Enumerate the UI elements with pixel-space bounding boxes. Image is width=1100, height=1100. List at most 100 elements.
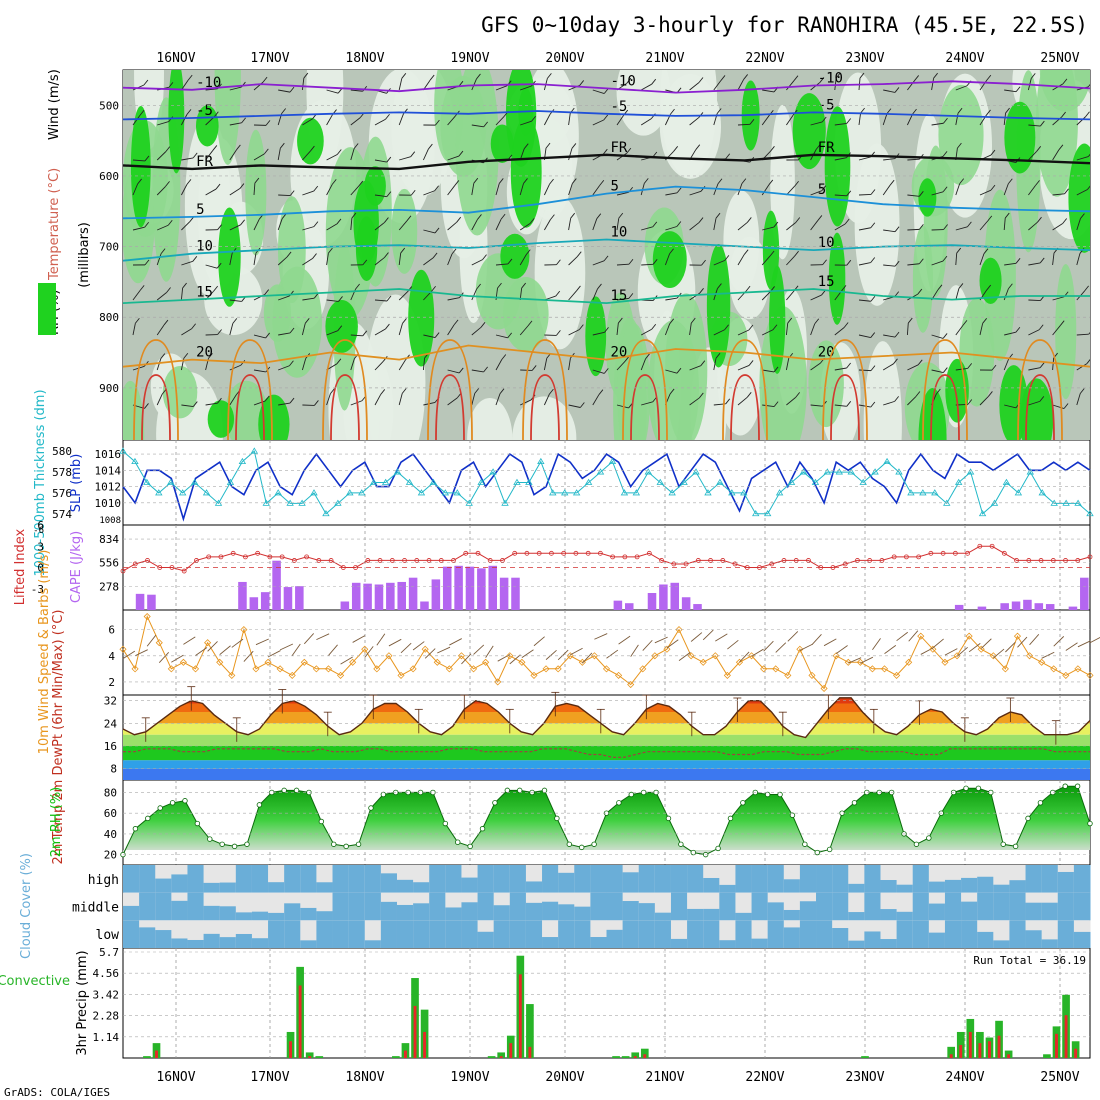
precip-total-bar [487, 1056, 496, 1058]
rh-saturated-blob [706, 243, 731, 368]
wind-barb-flag [773, 401, 779, 407]
cloud-cell [1009, 880, 1027, 893]
wind-speed-point [1001, 665, 1009, 673]
wind-barb [495, 359, 503, 371]
wind-barb-flag [669, 388, 675, 395]
wind-barb-flag [144, 403, 149, 409]
wind-barb-flag [406, 215, 412, 222]
rh-saturated-blob [769, 265, 786, 374]
lifted-index-point [634, 554, 640, 560]
lifted-index-point [194, 558, 199, 563]
wind-barb-flag [476, 283, 481, 290]
cloud-cell [187, 892, 205, 921]
wind-barb-10m [727, 639, 739, 650]
wind-barb [229, 122, 242, 126]
wind-barb [907, 158, 920, 161]
cloud-cell [332, 865, 350, 893]
wind-barb [641, 401, 653, 406]
wind-barb-flag [746, 217, 752, 223]
thickness-point [954, 478, 963, 485]
lifted-index-point [377, 558, 383, 563]
lifted-index-point [243, 554, 248, 560]
wind-barb [955, 226, 968, 231]
cloud-cell [703, 920, 720, 948]
wind-speed-point [602, 665, 611, 673]
cloud-cell [944, 879, 962, 893]
wind-barb [979, 323, 984, 336]
wind-barb-flag [919, 224, 924, 230]
cloud-cell [1009, 892, 1027, 921]
wind-barb [181, 157, 194, 161]
wind-barb-10m [267, 650, 281, 658]
wind-barb-flag [870, 295, 876, 302]
wind-barb [568, 404, 581, 408]
wind-barb [737, 254, 745, 266]
wind-barb-flag [208, 353, 213, 359]
cloud-cell [171, 874, 188, 893]
cloud-cell [880, 909, 898, 921]
wind-speed-point [288, 671, 296, 679]
wind-barb-flag [191, 323, 196, 330]
thickness-point [644, 468, 652, 475]
wind-barb-flag [628, 258, 634, 265]
wind-barb [1003, 218, 1006, 231]
lifted-index-point [463, 550, 469, 556]
wind-barb [278, 365, 290, 371]
thickness-point [167, 478, 175, 485]
wind-barb [1004, 404, 1016, 409]
lifted-index-point [757, 565, 762, 570]
thickness-point [704, 489, 712, 496]
precip-convective-bar [968, 1031, 972, 1058]
precip-legend-label: Total / Rain Convective [0, 974, 70, 989]
wind-barb [641, 226, 653, 231]
wind-barb-flag [400, 247, 406, 254]
wind-barb [1028, 151, 1038, 161]
cloud-cell [654, 865, 672, 893]
wind-barb-flag [698, 77, 704, 83]
thickness-point [763, 510, 772, 517]
precip-legend-group: Total / Rain Convective [0, 974, 70, 989]
day-label-top: 18NOV [345, 51, 384, 66]
thickness-point [752, 510, 760, 517]
wind-barb [882, 363, 894, 371]
precip-ylabel-group: 3hr Precip (mm) [75, 950, 90, 1055]
lifted-index-point [353, 565, 358, 570]
wind-barb [786, 255, 795, 266]
wind-barb-flag [474, 388, 480, 394]
wind-barb-flag [986, 109, 991, 116]
wind-barb [1076, 156, 1089, 161]
wind-barb-flag [701, 259, 706, 266]
wind-barb [568, 358, 571, 371]
wind-speed-point [433, 658, 441, 666]
wind-barb-10m [968, 643, 981, 653]
cloud-cell [590, 865, 607, 893]
wind-barb-10m [594, 633, 608, 640]
lifted-index-top-label: -6 [33, 526, 44, 536]
wind-barb [543, 393, 550, 406]
lifted-index-point [769, 561, 775, 567]
wind-barb [301, 78, 305, 91]
wind-barb-flag [1087, 153, 1090, 157]
wind-barb-flag [331, 179, 337, 185]
rh-point [579, 844, 585, 851]
rh-point [1062, 783, 1068, 789]
day-label-bottom: 20NOV [545, 1070, 584, 1085]
pressure-tick-label: 900 [99, 382, 119, 395]
rh-saturated-blob [297, 117, 324, 165]
precip-total-bar [1043, 1054, 1051, 1058]
rh-point [789, 812, 796, 818]
wind-barb-10m [1041, 651, 1055, 659]
thickness-point [226, 478, 235, 485]
rh-point [219, 841, 225, 847]
wind-barb-flag [917, 288, 923, 295]
wind-barb [495, 85, 508, 91]
lifted-index-point [671, 561, 677, 567]
cloud-cell [396, 879, 414, 893]
cloud-cell [413, 882, 430, 893]
cloud-cell [606, 929, 624, 948]
wind-barb [786, 185, 795, 196]
wind-barb [883, 89, 896, 93]
wind-barb-flag [618, 212, 624, 219]
wind-barb-flag [265, 332, 270, 339]
wind-barb-flag [167, 219, 173, 226]
